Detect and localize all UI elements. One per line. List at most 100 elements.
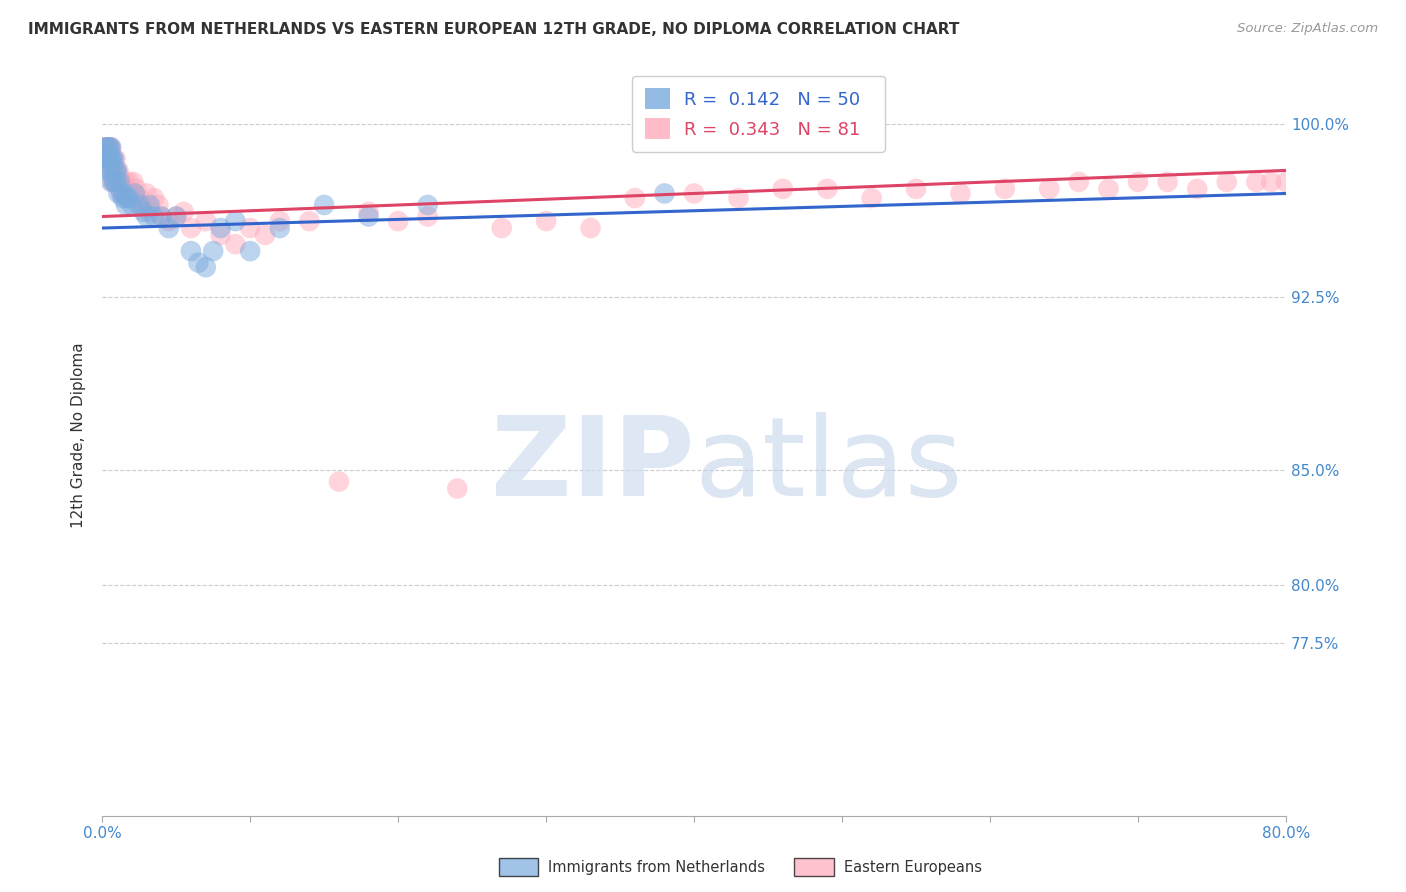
Point — [194, 214, 217, 228]
Point — [143, 210, 166, 224]
Point — [104, 152, 127, 166]
Point — [98, 140, 121, 154]
Point — [1156, 175, 1178, 189]
Point — [122, 175, 145, 189]
Text: atlas: atlas — [695, 412, 963, 519]
Point — [150, 210, 173, 224]
Point — [110, 175, 132, 189]
Point — [1305, 175, 1327, 189]
Point — [108, 175, 131, 189]
Text: Source: ZipAtlas.com: Source: ZipAtlas.com — [1237, 22, 1378, 36]
Point — [103, 152, 125, 166]
Point — [98, 152, 121, 166]
Point — [103, 175, 125, 189]
Point — [180, 244, 202, 258]
Point — [115, 198, 138, 212]
Point — [949, 186, 972, 201]
Point — [121, 198, 143, 212]
Point — [224, 214, 246, 228]
Point — [1097, 182, 1119, 196]
Point — [128, 191, 150, 205]
Text: Eastern Europeans: Eastern Europeans — [844, 860, 981, 874]
Point — [860, 191, 883, 205]
Point — [143, 191, 166, 205]
Point — [534, 214, 557, 228]
Point — [1067, 175, 1090, 189]
Point — [111, 191, 134, 205]
Point — [125, 182, 148, 196]
Point — [98, 163, 121, 178]
Point — [101, 152, 124, 166]
Point — [107, 186, 129, 201]
Point — [117, 191, 139, 205]
Point — [103, 175, 125, 189]
Point — [132, 205, 155, 219]
Point — [269, 221, 291, 235]
Point — [131, 198, 153, 212]
Point — [209, 227, 232, 242]
Point — [135, 210, 157, 224]
Point — [357, 210, 380, 224]
Point — [94, 140, 117, 154]
Point — [100, 152, 122, 166]
Point — [1275, 175, 1298, 189]
Point — [1260, 175, 1282, 189]
Point — [239, 221, 262, 235]
Point — [107, 163, 129, 178]
Point — [165, 210, 187, 224]
Point — [1289, 175, 1312, 189]
Point — [104, 163, 127, 178]
Text: ZIP: ZIP — [491, 412, 695, 519]
Point — [98, 152, 121, 166]
Point — [654, 186, 676, 201]
Legend: R =  0.142   N = 50, R =  0.343   N = 81  : R = 0.142 N = 50, R = 0.343 N = 81 — [633, 76, 884, 152]
Point — [1038, 182, 1060, 196]
Point — [579, 221, 602, 235]
Point — [224, 237, 246, 252]
Point — [96, 140, 118, 154]
Point — [101, 152, 124, 166]
Point — [100, 140, 122, 154]
Point — [683, 186, 706, 201]
Point — [157, 221, 180, 235]
Point — [194, 260, 217, 275]
Point — [994, 182, 1017, 196]
Point — [727, 191, 749, 205]
Point — [905, 182, 928, 196]
Point — [416, 210, 439, 224]
Point — [105, 168, 128, 182]
Point — [138, 198, 160, 212]
Point — [93, 140, 115, 154]
Point — [1246, 175, 1268, 189]
Point — [314, 198, 336, 212]
Point — [121, 191, 143, 205]
Point — [97, 152, 120, 166]
Text: IMMIGRANTS FROM NETHERLANDS VS EASTERN EUROPEAN 12TH GRADE, NO DIPLOMA CORRELATI: IMMIGRANTS FROM NETHERLANDS VS EASTERN E… — [28, 22, 959, 37]
Point — [239, 244, 262, 258]
Point — [815, 182, 838, 196]
Point — [1185, 182, 1208, 196]
Y-axis label: 12th Grade, No Diploma: 12th Grade, No Diploma — [72, 343, 86, 528]
Point — [108, 175, 131, 189]
Point — [124, 186, 146, 201]
Point — [269, 214, 291, 228]
Point — [328, 475, 350, 489]
Point — [100, 152, 122, 166]
Point — [100, 175, 122, 189]
Point — [387, 214, 409, 228]
Point — [100, 163, 122, 178]
Point — [107, 168, 129, 182]
Point — [446, 482, 468, 496]
Point — [202, 244, 225, 258]
Point — [98, 140, 121, 154]
Point — [624, 191, 647, 205]
Point — [165, 210, 187, 224]
Text: Immigrants from Netherlands: Immigrants from Netherlands — [548, 860, 765, 874]
Point — [105, 175, 128, 189]
Point — [1216, 175, 1239, 189]
Point — [117, 182, 139, 196]
Point — [101, 175, 124, 189]
Point — [93, 152, 115, 166]
Point — [112, 186, 135, 201]
Point — [115, 191, 138, 205]
